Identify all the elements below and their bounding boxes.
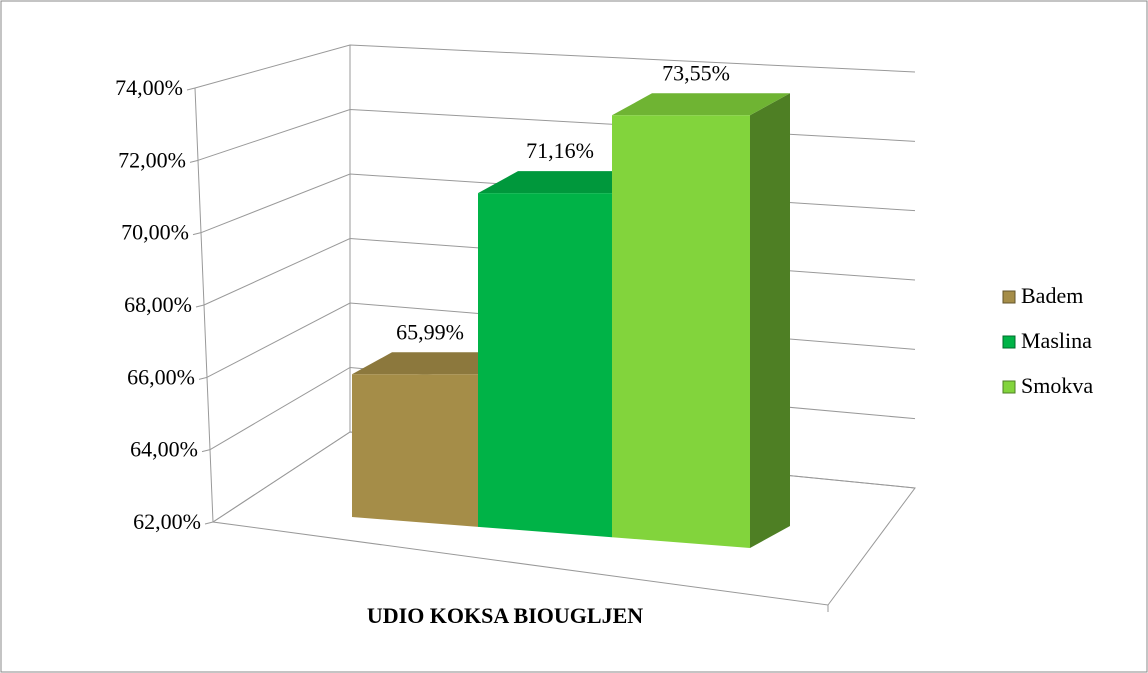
y-tick-label: 74,00%	[115, 75, 183, 100]
y-tick-label: 62,00%	[133, 509, 201, 534]
y-tick	[198, 376, 208, 380]
y-tick	[195, 304, 205, 308]
bar	[612, 115, 750, 548]
y-tick	[189, 159, 199, 163]
y-tick-label: 64,00%	[130, 437, 198, 462]
bar-side	[750, 93, 790, 548]
y-tick	[186, 87, 196, 91]
bar	[352, 374, 478, 527]
data-label: 65,99%	[396, 319, 464, 344]
x-axis-label: UDIO KOKSA BIOUGLJEN	[367, 603, 643, 628]
y-tick-label: 72,00%	[118, 147, 186, 172]
y-tick	[192, 232, 202, 236]
bar-top	[352, 352, 518, 375]
legend-label: Smokva	[1021, 373, 1093, 398]
y-tick-label: 68,00%	[124, 292, 192, 317]
y-tick	[204, 521, 214, 525]
legend-swatch	[1002, 335, 1016, 349]
y-tick-label: 70,00%	[121, 220, 189, 245]
legend-swatch	[1002, 380, 1016, 394]
data-label: 73,55%	[662, 60, 730, 85]
data-label: 71,16%	[526, 138, 594, 163]
y-tick	[201, 449, 211, 453]
bar-top	[612, 93, 790, 116]
legend-swatch	[1002, 290, 1016, 304]
legend-label: Badem	[1021, 283, 1083, 308]
bar	[478, 193, 612, 538]
y-axis	[194, 87, 214, 523]
bar-top	[478, 171, 652, 194]
legend-label: Maslina	[1021, 328, 1092, 353]
grid-line	[194, 44, 916, 89]
y-tick-label: 66,00%	[127, 364, 195, 389]
